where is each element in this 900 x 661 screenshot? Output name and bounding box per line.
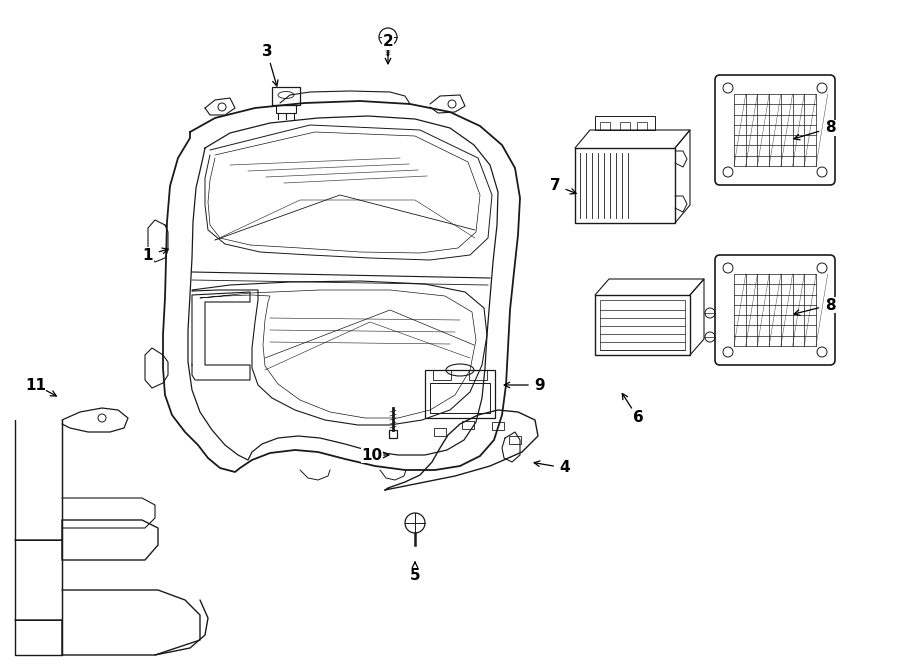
Bar: [575, 148, 675, 223]
Bar: [425, 370, 495, 418]
Text: 1: 1: [143, 247, 153, 262]
Bar: [637, 122, 647, 130]
Bar: [600, 300, 685, 350]
Text: 3: 3: [262, 44, 273, 59]
Bar: [595, 295, 690, 355]
Bar: [492, 422, 504, 430]
Bar: [276, 105, 296, 113]
Bar: [509, 436, 521, 444]
Text: 2: 2: [382, 34, 393, 50]
Bar: [600, 122, 610, 130]
Text: 7: 7: [550, 178, 561, 192]
Text: 6: 6: [633, 410, 643, 426]
Bar: [469, 370, 487, 380]
Bar: [433, 370, 451, 380]
Text: 11: 11: [25, 377, 47, 393]
Text: 5: 5: [410, 568, 420, 582]
Text: 4: 4: [560, 461, 571, 475]
Bar: [462, 421, 474, 429]
Bar: [430, 383, 490, 413]
Text: 9: 9: [535, 377, 545, 393]
Bar: [272, 87, 300, 105]
Text: 10: 10: [362, 447, 382, 463]
Bar: [620, 122, 630, 130]
Bar: [595, 116, 655, 130]
Text: 8: 8: [824, 297, 835, 313]
Text: 8: 8: [824, 120, 835, 136]
Bar: [434, 428, 446, 436]
Bar: [389, 430, 397, 438]
